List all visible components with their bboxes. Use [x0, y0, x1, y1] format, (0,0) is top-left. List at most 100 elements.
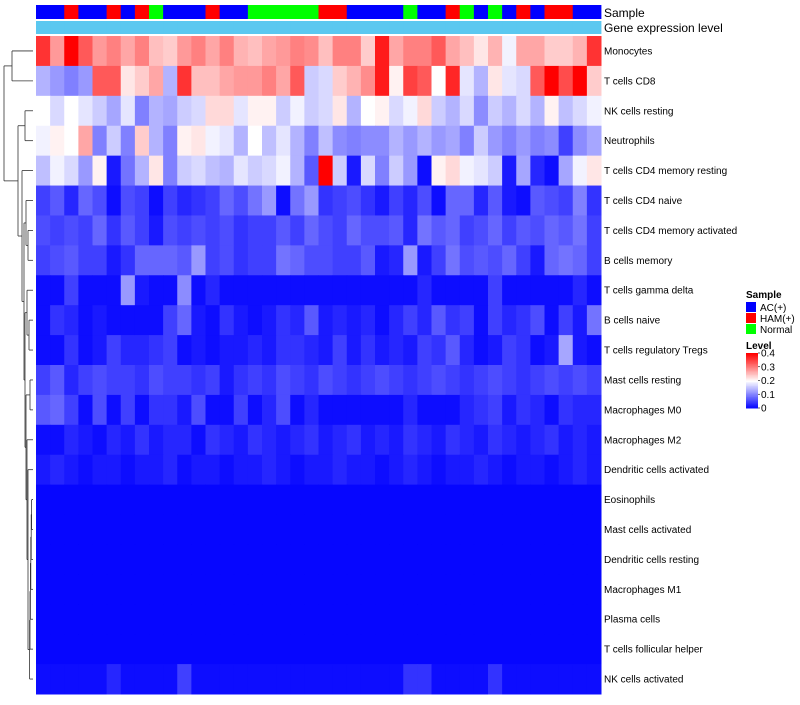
heatmap-cell [558, 36, 574, 67]
heatmap-cell [360, 125, 376, 157]
heatmap-cell [544, 215, 560, 246]
heatmap-cell [92, 544, 108, 575]
heatmap-cell [262, 155, 277, 187]
heatmap-cell [290, 544, 305, 575]
heatmap-cell [262, 574, 277, 605]
heatmap-cell [389, 185, 404, 216]
heatmap-cell [346, 245, 362, 276]
heatmap-cell [488, 514, 503, 545]
heatmap-cell [431, 664, 447, 695]
sample-annotation-cell [375, 5, 390, 19]
heatmap-cell [233, 664, 249, 695]
heatmap-cell [544, 36, 560, 67]
heatmap-cell [459, 574, 475, 605]
heatmap-cell [403, 305, 418, 336]
heatmap-cell [346, 95, 362, 127]
heatmap-cell [360, 335, 376, 366]
level-gradient-stop [746, 372, 758, 375]
level-gradient-stop [746, 394, 758, 397]
heatmap-cell [403, 185, 418, 216]
heatmap-cell [459, 365, 475, 396]
heatmap-cell [346, 544, 362, 575]
heatmap-cell [445, 574, 461, 605]
sample-annotation-cell [572, 5, 588, 19]
heatmap-cell [163, 544, 178, 575]
heatmap-cell [276, 335, 291, 366]
heatmap-cell [431, 365, 447, 396]
heatmap-cell [276, 185, 291, 216]
heatmap-cell [318, 484, 334, 516]
heatmap-cell [332, 514, 348, 545]
heatmap-cell [134, 365, 150, 396]
heatmap-cell [304, 36, 319, 67]
heatmap-cell [233, 305, 249, 336]
heatmap-cell [572, 394, 588, 426]
heatmap-cell [304, 245, 319, 276]
sample-annotation-cell [318, 5, 334, 19]
heatmap-cell [586, 185, 602, 216]
sample-annotation-cell [106, 5, 122, 19]
heatmap-cell [64, 335, 79, 366]
heatmap-cell [233, 424, 249, 456]
heatmap-cell [473, 424, 489, 456]
heatmap-cell [262, 424, 277, 456]
heatmap-cell [106, 215, 122, 246]
heatmap-cell [304, 604, 319, 635]
gene-expression-cell [332, 21, 348, 34]
heatmap-cell [233, 454, 249, 486]
heatmap-cell [403, 514, 418, 545]
heatmap-cell [332, 185, 348, 216]
heatmap-cell [572, 95, 588, 127]
heatmap-cell [445, 155, 461, 187]
level-tick-label: 0.1 [761, 390, 775, 401]
heatmap-cell [586, 574, 602, 605]
heatmap-cell [106, 95, 122, 127]
heatmap-cell [276, 634, 291, 665]
heatmap-cell [177, 95, 192, 127]
heatmap-cell [78, 484, 93, 516]
heatmap-cell [120, 335, 136, 366]
heatmap-cell [389, 365, 404, 396]
heatmap-cell [219, 185, 235, 216]
heatmap-cell [389, 424, 404, 456]
heatmap-cell [375, 514, 390, 545]
heatmap-cell [346, 365, 362, 396]
heatmap-cell [403, 664, 418, 695]
heatmap-cell [290, 514, 305, 545]
heatmap-cell [318, 245, 334, 276]
heatmap-cell [332, 245, 348, 276]
heatmap-cell [78, 275, 93, 306]
heatmap-cell [544, 514, 560, 545]
heatmap-cell [417, 544, 432, 575]
heatmap-cell [530, 664, 545, 695]
heatmap-cell [36, 335, 51, 366]
heatmap-cell [459, 275, 475, 306]
heatmap-cell [431, 484, 447, 516]
sample-annotation-cell [360, 5, 376, 19]
heatmap-cell [375, 335, 390, 366]
sample-annotation-cell [78, 5, 93, 19]
heatmap-cell [558, 574, 574, 605]
heatmap-cell [488, 245, 503, 276]
heatmap-cell [262, 275, 277, 306]
heatmap-cell [445, 514, 461, 545]
heatmap-cell [346, 305, 362, 336]
heatmap-cell [50, 484, 65, 516]
heatmap-cell [572, 484, 588, 516]
heatmap-cell [149, 335, 164, 366]
heatmap-cell [375, 215, 390, 246]
heatmap-cell [247, 305, 263, 336]
heatmap-cell [177, 155, 192, 187]
level-gradient-stop [746, 362, 758, 365]
gene-expression-cell [304, 21, 319, 34]
gene-expression-cell [262, 21, 277, 34]
heatmap-cell [318, 604, 334, 635]
heatmap-cell [120, 215, 136, 246]
heatmap-cell [64, 634, 79, 665]
heatmap-cell [106, 574, 122, 605]
heatmap-cell [262, 454, 277, 486]
heatmap-cell [149, 275, 164, 306]
heatmap-cell [318, 514, 334, 545]
heatmap-cell [417, 305, 432, 336]
